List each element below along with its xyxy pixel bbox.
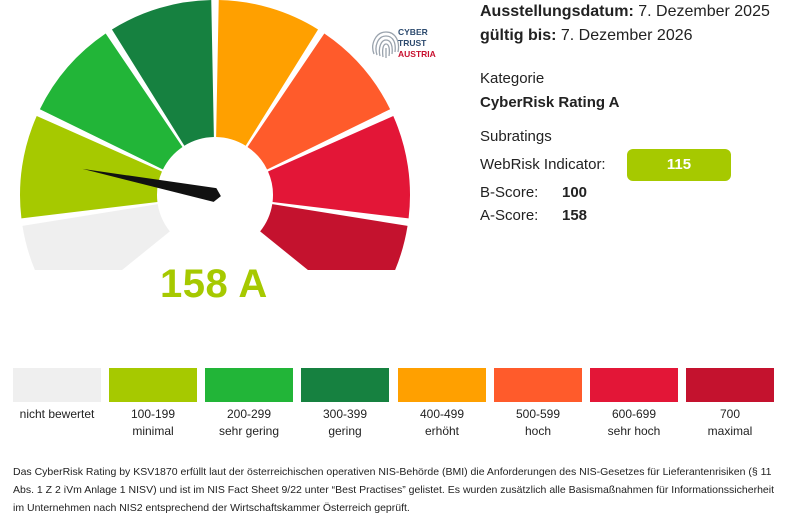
legend-item: 700 maximal	[686, 368, 774, 440]
legend-item: 300-399 gering	[301, 368, 389, 440]
fingerprint-icon	[372, 31, 400, 58]
legend-swatch	[590, 368, 678, 402]
gauge-segment-minimal	[19, 115, 162, 219]
gauge-segment-very-high	[268, 115, 411, 219]
legend-item: 400-499 erhöht	[398, 368, 486, 440]
subratings-label: Subratings	[480, 128, 552, 145]
legend-item: 100-199 minimal	[109, 368, 197, 440]
score-display: 158 A	[160, 262, 268, 306]
legend-item: nicht bewertet	[13, 368, 101, 423]
webrisk-badge: 115	[627, 149, 731, 181]
gauge-segment-low	[111, 0, 214, 146]
legend-swatch	[301, 368, 389, 402]
legend-swatch	[686, 368, 774, 402]
valid-until: gültig bis: 7. Dezember 2026	[480, 27, 693, 44]
bscore-value: 100	[562, 184, 588, 201]
gauge-segment-high	[247, 33, 391, 170]
footer-disclaimer: Das CyberRisk Rating by KSV1870 erfüllt …	[13, 466, 774, 514]
gauge-segment-maximal	[260, 204, 408, 270]
legend-item: 200-299 sehr gering	[205, 368, 293, 440]
issue-date: Ausstellungsdatum: 7. Dezember 2025	[480, 3, 770, 20]
legend-swatch	[398, 368, 486, 402]
rating-legend: nicht bewertet 100-199 minimal 200-299 seh…	[13, 368, 775, 438]
gauge-needle	[82, 168, 221, 202]
webrisk-label: WebRisk Indicator:	[480, 156, 606, 173]
bscore-label: B-Score:	[480, 184, 539, 201]
legend-swatch	[13, 368, 101, 402]
legend-swatch	[205, 368, 293, 402]
gauge-segment-very-low	[39, 33, 183, 170]
ascore-label: A-Score:	[480, 207, 539, 224]
category-value: CyberRisk Rating A	[480, 94, 620, 111]
legend-swatch	[494, 368, 582, 402]
gauge-segment-unrated	[22, 204, 170, 270]
category-label: Kategorie	[480, 70, 545, 87]
legend-item: 600-699 sehr hoch	[590, 368, 678, 440]
risk-gauge	[19, 0, 411, 270]
cyber-trust-austria-logo: CYBER TRUST AUSTRIA	[398, 27, 436, 59]
legend-item: 500-599 hoch	[494, 368, 582, 440]
gauge-segment-elevated	[216, 0, 319, 146]
ascore-value: 158	[562, 207, 588, 224]
legend-swatch	[109, 368, 197, 402]
